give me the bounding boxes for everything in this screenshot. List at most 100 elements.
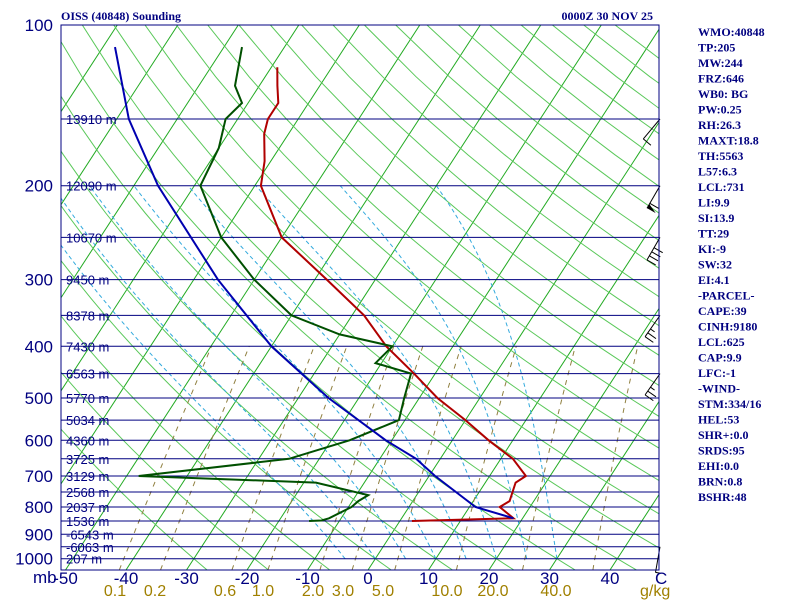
- wind-barb-staff: [644, 373, 661, 396]
- wind-barb-feather: [653, 247, 663, 254]
- height-level-label: 9450 m: [66, 273, 109, 288]
- mixing-ratio-tick-label: 0.6: [214, 583, 236, 600]
- wind-barb-half-feather: [655, 571, 661, 574]
- temperature-tick-label: -20: [235, 569, 260, 588]
- index-line: TT:29: [698, 227, 729, 241]
- height-level-label: 2568 m: [66, 485, 109, 500]
- dry-adiabat-line: [332, 25, 659, 298]
- index-line: -PARCEL-: [698, 289, 754, 303]
- dry-adiabat-line: [61, 204, 453, 570]
- pressure-tick-label: 200: [25, 177, 53, 196]
- wind-barb-feather: [644, 394, 654, 402]
- mixing-ratio-labels: 0.1 0.2 0.6 1.0 2.0 3.0 5.0 10.0 20.0 40.0: [104, 583, 572, 600]
- wind-barb-feather: [646, 259, 656, 266]
- mixing-ratio-line: [267, 346, 348, 570]
- sounding-traces: [114, 46, 528, 522]
- pressure-tick-label: 500: [25, 389, 53, 408]
- height-level-label: 7430 m: [66, 339, 109, 354]
- index-line: CINH:9180: [698, 320, 757, 334]
- moist-adiabat-line: [61, 244, 346, 560]
- dewpoint-trace: [138, 46, 413, 522]
- wind-barb-feather: [649, 202, 659, 209]
- mixing-ratio-line: [319, 346, 395, 570]
- temperature-tick-label: 0: [363, 569, 372, 588]
- dry-adiabat-line: [176, 25, 659, 449]
- mixing-ratio-tick-label: 0.2: [144, 583, 166, 600]
- index-line: SI:13.9: [698, 211, 734, 225]
- temperature-tick-label: -40: [114, 569, 139, 588]
- index-line: CAPE:39: [698, 304, 747, 318]
- index-line: SHR+:0.0: [698, 428, 749, 442]
- index-line: WMO:40848: [698, 25, 765, 39]
- dry-adiabat-line: [61, 259, 392, 570]
- wind-barb-feather: [649, 255, 659, 262]
- index-line: STM:334/16: [698, 397, 761, 411]
- dry-adiabat-line: [61, 40, 637, 570]
- wind-barb-pennant: [647, 204, 656, 214]
- temperature-tick-label: 10: [419, 569, 438, 588]
- mixing-ratio-tick-label: 1.0: [252, 583, 274, 600]
- height-level-label: -6543 m: [66, 527, 114, 542]
- index-line: MAXT:18.8: [698, 134, 759, 148]
- pressure-tick-label: 100: [25, 16, 53, 35]
- temperature-tick-label: -30: [174, 569, 199, 588]
- mixing-ratio-lines: [118, 346, 639, 570]
- dry-adiabat-line: [270, 25, 659, 356]
- isotherm-line: [488, 307, 659, 570]
- height-level-label: 207 m: [66, 552, 102, 567]
- isotherm-line: [61, 25, 300, 392]
- index-line: FRZ:646: [698, 72, 744, 86]
- index-line: CAP:9.9: [698, 351, 742, 365]
- isotherm-line: [367, 121, 659, 570]
- wind-barb-feather: [647, 390, 657, 398]
- wind-barb-half-feather: [650, 328, 655, 333]
- index-line: LFC:-1: [698, 366, 736, 380]
- height-level-label: 6563 m: [66, 367, 109, 382]
- mixing-ratio-tick-label: 20.0: [477, 583, 508, 600]
- temperature-tick-label: -10: [295, 569, 320, 588]
- index-line: TH:5563: [698, 149, 743, 163]
- pressure-axis-labels: 100 200 300 400 500 600 700 800 900 1000: [15, 16, 53, 569]
- mixing-ratio-line: [455, 346, 517, 570]
- index-line: HEL:53: [698, 413, 739, 427]
- isotherm-line: [125, 25, 481, 570]
- isotherm-line: [549, 400, 659, 570]
- index-line: KI:-9: [698, 242, 726, 256]
- plot-frame: [60, 24, 660, 571]
- height-level-label: 12090 m: [66, 179, 117, 194]
- isotherm-line: [428, 214, 659, 570]
- parcel-trace: [114, 46, 514, 520]
- height-level-label: 3129 m: [66, 469, 109, 484]
- isotherm-line: [65, 25, 421, 570]
- index-line: EHI:0.0: [698, 459, 739, 473]
- index-line: LCL:625: [698, 335, 745, 349]
- temperature-tick-label: 40: [601, 569, 620, 588]
- wind-barb: [646, 237, 663, 266]
- height-level-label: 2037 m: [66, 500, 109, 515]
- dry-adiabat-line: [238, 25, 659, 387]
- temperature-tick-label: -50: [53, 569, 78, 588]
- index-line: L57:6.3: [698, 165, 737, 179]
- height-level-label: 13910 m: [66, 112, 117, 127]
- temperature-trace: [259, 67, 528, 522]
- dry-adiabat-line: [61, 150, 515, 570]
- isotherm-line: [246, 25, 602, 570]
- index-line: TP:205: [698, 41, 735, 55]
- mixing-ratio-tick-label: 0.1: [104, 583, 126, 600]
- dry-adiabat-line: [61, 371, 269, 570]
- mixing-ratio-tick-label: 5.0: [372, 583, 394, 600]
- height-level-label: 3725 m: [66, 452, 109, 467]
- dry-adiabat-line: [301, 25, 659, 327]
- wind-barb-feather: [644, 336, 654, 343]
- temperature-axis-labels: -50 -40 -30 -20 -10 0 10 20 30 40: [53, 569, 619, 588]
- index-line: LCL:731: [698, 180, 745, 194]
- moist-adiabat-line: [187, 185, 467, 559]
- pressure-unit-label: mb: [33, 568, 57, 587]
- isotherm-line: [61, 25, 179, 206]
- index-line: -WIND-: [698, 382, 740, 396]
- dry-adiabat-line: [81, 25, 659, 549]
- index-line: MW:244: [698, 56, 743, 70]
- pressure-tick-label: 600: [25, 431, 53, 450]
